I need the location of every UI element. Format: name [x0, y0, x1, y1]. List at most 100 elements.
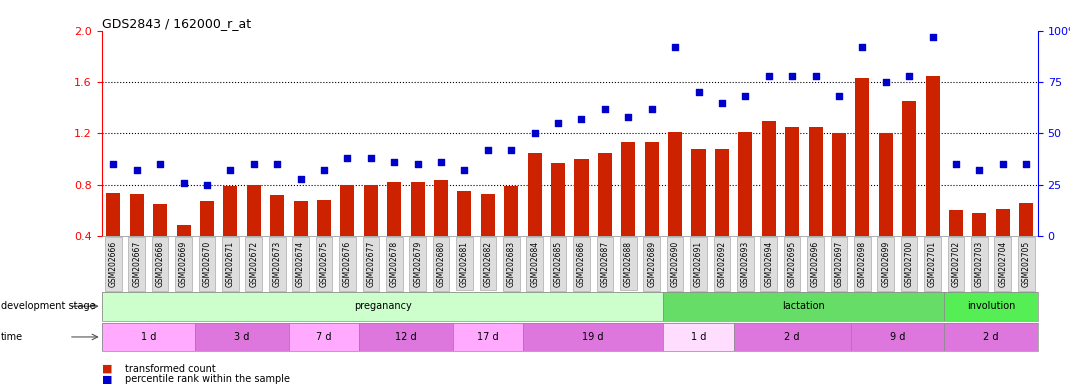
Text: GSM202695: GSM202695 — [788, 241, 797, 287]
Bar — [340, 185, 354, 288]
Text: GSM202666: GSM202666 — [109, 241, 118, 287]
Bar — [270, 195, 285, 288]
Bar — [785, 127, 799, 288]
Text: GDS2843 / 162000_r_at: GDS2843 / 162000_r_at — [102, 17, 250, 30]
Text: GSM202669: GSM202669 — [179, 241, 188, 287]
Text: GSM202681: GSM202681 — [460, 241, 469, 287]
Point — [175, 180, 193, 186]
Text: GSM202697: GSM202697 — [835, 241, 843, 287]
Text: GSM202689: GSM202689 — [647, 241, 656, 287]
Bar — [102, 323, 196, 351]
Bar — [996, 209, 1010, 288]
Point — [292, 175, 309, 182]
Bar — [663, 292, 945, 321]
Text: GSM202700: GSM202700 — [904, 241, 914, 287]
Text: lactation: lactation — [782, 301, 825, 311]
Bar — [360, 323, 453, 351]
Point — [714, 99, 731, 106]
Bar — [715, 149, 729, 288]
Point — [830, 93, 847, 99]
Point — [690, 89, 707, 95]
Bar — [762, 121, 776, 288]
Bar — [878, 134, 892, 288]
Text: GSM202699: GSM202699 — [882, 241, 890, 287]
Bar — [153, 204, 167, 288]
Point — [596, 106, 613, 112]
Point — [783, 73, 800, 79]
Text: GSM202705: GSM202705 — [1022, 241, 1030, 287]
Point — [363, 155, 380, 161]
Point — [620, 114, 637, 120]
Text: GSM202677: GSM202677 — [366, 241, 376, 287]
Point — [924, 34, 942, 40]
Point — [760, 73, 777, 79]
Bar — [528, 153, 541, 288]
Text: GSM202702: GSM202702 — [951, 241, 961, 287]
Text: GSM202691: GSM202691 — [694, 241, 703, 287]
Point — [807, 73, 824, 79]
Bar — [504, 186, 518, 288]
Text: involution: involution — [967, 301, 1015, 311]
Text: GSM202684: GSM202684 — [530, 241, 539, 287]
Text: time: time — [1, 332, 24, 342]
Bar — [644, 142, 659, 288]
Text: GSM202693: GSM202693 — [740, 241, 750, 287]
Point — [198, 182, 215, 188]
Point — [877, 79, 895, 85]
Text: GSM202690: GSM202690 — [671, 241, 679, 287]
Bar — [622, 142, 636, 288]
Point — [947, 161, 964, 167]
Text: GSM202687: GSM202687 — [600, 241, 610, 287]
Text: GSM202683: GSM202683 — [507, 241, 516, 287]
Point — [526, 131, 544, 137]
Text: 12 d: 12 d — [395, 332, 416, 342]
Bar — [480, 194, 495, 288]
Text: GSM202672: GSM202672 — [249, 241, 258, 287]
Text: 3 d: 3 d — [234, 332, 249, 342]
Point — [854, 44, 871, 50]
Bar — [949, 210, 963, 288]
Text: GSM202673: GSM202673 — [273, 241, 281, 287]
Point — [385, 159, 402, 165]
Text: GSM202679: GSM202679 — [413, 241, 423, 287]
Bar — [973, 213, 987, 288]
Text: GSM202668: GSM202668 — [155, 241, 165, 287]
Text: GSM202680: GSM202680 — [437, 241, 445, 287]
Bar — [598, 153, 612, 288]
Bar — [575, 159, 588, 288]
Text: 1 d: 1 d — [141, 332, 156, 342]
Bar — [453, 323, 523, 351]
Text: 17 d: 17 d — [477, 332, 499, 342]
Bar — [364, 185, 378, 288]
Bar — [926, 76, 939, 288]
Text: GSM202675: GSM202675 — [320, 241, 328, 287]
Point — [1018, 161, 1035, 167]
Bar — [902, 101, 916, 288]
Bar — [851, 323, 945, 351]
Text: GSM202676: GSM202676 — [342, 241, 352, 287]
Point — [316, 167, 333, 174]
Bar — [434, 180, 448, 288]
Point — [105, 161, 122, 167]
Text: 1 d: 1 d — [691, 332, 706, 342]
Bar — [945, 323, 1038, 351]
Point — [269, 161, 286, 167]
Text: GSM202704: GSM202704 — [998, 241, 1007, 287]
Point — [503, 147, 520, 153]
Text: GSM202688: GSM202688 — [624, 241, 632, 287]
Point — [221, 167, 239, 174]
Point — [456, 167, 473, 174]
Point — [432, 159, 449, 165]
Bar — [458, 191, 472, 288]
Bar — [224, 186, 238, 288]
Text: GSM202685: GSM202685 — [553, 241, 563, 287]
Point — [152, 161, 169, 167]
Point — [643, 106, 660, 112]
Text: GSM202667: GSM202667 — [133, 241, 141, 287]
Bar — [293, 202, 308, 288]
Bar — [832, 134, 846, 288]
Bar — [668, 132, 683, 288]
Text: GSM202686: GSM202686 — [577, 241, 586, 287]
Text: GSM202701: GSM202701 — [928, 241, 937, 287]
Bar — [129, 194, 143, 288]
